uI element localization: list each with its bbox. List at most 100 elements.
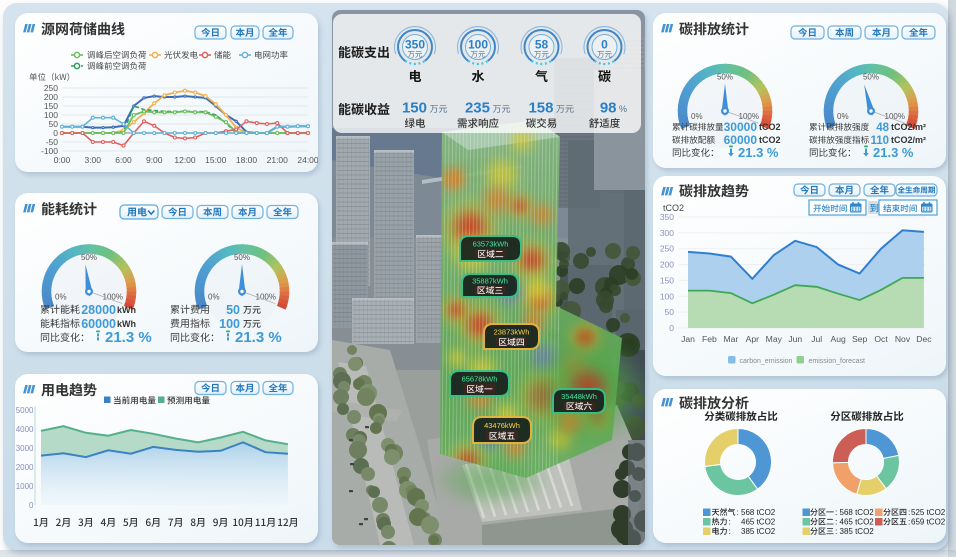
svg-text:May: May	[766, 334, 783, 344]
svg-text:23873kWh: 23873kWh	[494, 328, 530, 337]
svg-text:100%: 100%	[885, 112, 905, 121]
svg-text::: :	[908, 517, 910, 527]
svg-text:15:00: 15:00	[205, 155, 227, 165]
svg-text:235: 235	[465, 100, 490, 117]
svg-text:0: 0	[53, 128, 58, 138]
svg-text:150: 150	[44, 101, 58, 111]
svg-text:3:00: 3:00	[84, 155, 101, 165]
svg-text:Sep: Sep	[852, 334, 868, 344]
svg-text:465 tCO2: 465 tCO2	[840, 518, 875, 527]
svg-text:Jun: Jun	[788, 334, 802, 344]
svg-text:158: 158	[528, 100, 553, 117]
svg-text:Jan: Jan	[681, 334, 695, 344]
svg-text:Aug: Aug	[831, 334, 847, 344]
svg-text:Jul: Jul	[811, 334, 822, 344]
svg-text:100%: 100%	[256, 293, 276, 302]
svg-text:Apr: Apr	[746, 334, 760, 344]
svg-text::: :	[737, 507, 739, 517]
svg-text:0%: 0%	[55, 293, 67, 302]
svg-text:0%: 0%	[837, 112, 849, 121]
svg-text:110: 110	[870, 135, 889, 147]
svg-text:98: 98	[600, 100, 617, 117]
svg-text:200: 200	[44, 92, 58, 102]
svg-text:100: 100	[219, 317, 240, 331]
svg-text:12:00: 12:00	[174, 155, 196, 165]
svg-text:100%: 100%	[739, 112, 759, 121]
svg-text:emission_forecast: emission_forecast	[809, 358, 865, 365]
svg-text:%: %	[619, 104, 627, 114]
svg-text:30000: 30000	[724, 120, 758, 134]
svg-text:35448kWh: 35448kWh	[561, 392, 597, 401]
svg-text:5000: 5000	[16, 406, 34, 415]
svg-text:tCO2: tCO2	[663, 203, 684, 213]
svg-text:525 tCO2: 525 tCO2	[911, 508, 946, 517]
svg-text:43476kWh: 43476kWh	[484, 421, 520, 430]
svg-text:Dec: Dec	[916, 334, 932, 344]
svg-text:tCO2: tCO2	[759, 122, 781, 132]
svg-text:63573kWh: 63573kWh	[473, 240, 509, 249]
svg-text:100: 100	[660, 291, 674, 301]
svg-text:Oct: Oct	[874, 334, 888, 344]
svg-text:0:00: 0:00	[54, 155, 71, 165]
svg-text:Feb: Feb	[702, 334, 717, 344]
svg-text:100%: 100%	[103, 293, 123, 302]
svg-text:Nov: Nov	[895, 334, 911, 344]
svg-text:50%: 50%	[863, 73, 879, 82]
svg-text:100: 100	[44, 110, 58, 120]
svg-text:385 tCO2: 385 tCO2	[840, 527, 875, 536]
svg-text::: :	[835, 526, 837, 536]
svg-text:1000: 1000	[16, 482, 34, 491]
svg-text:100: 100	[468, 38, 488, 52]
svg-text:21.3 %: 21.3 %	[105, 329, 152, 346]
svg-text:65678kWh: 65678kWh	[462, 375, 498, 384]
svg-text::: :	[729, 526, 731, 536]
svg-text:350: 350	[660, 212, 674, 222]
svg-text:0%: 0%	[208, 293, 220, 302]
svg-text:18:00: 18:00	[236, 155, 258, 165]
svg-text:250: 250	[660, 244, 674, 254]
svg-text:28000: 28000	[81, 303, 116, 317]
svg-text:50: 50	[665, 307, 675, 317]
svg-text:350: 350	[405, 38, 425, 52]
svg-text:150: 150	[660, 275, 674, 285]
svg-text:568 tCO2: 568 tCO2	[840, 508, 875, 517]
svg-text:0: 0	[669, 323, 674, 333]
svg-text:6:00: 6:00	[115, 155, 132, 165]
svg-text:tCO2/m²: tCO2/m²	[891, 122, 926, 132]
svg-text:465 tCO2: 465 tCO2	[741, 518, 776, 527]
svg-text:58: 58	[535, 38, 549, 52]
svg-text:carbon_emission: carbon_emission	[740, 358, 793, 365]
svg-text:3000: 3000	[16, 444, 34, 453]
svg-text:0: 0	[601, 38, 608, 52]
svg-text:24:00: 24:00	[297, 155, 318, 165]
svg-text:-50: -50	[46, 137, 59, 147]
svg-text::: :	[729, 517, 731, 527]
svg-text:Mar: Mar	[723, 334, 738, 344]
svg-text:150: 150	[402, 100, 427, 117]
svg-text:0%: 0%	[691, 112, 703, 121]
svg-text:21:00: 21:00	[267, 155, 289, 165]
svg-text:50%: 50%	[234, 253, 250, 262]
svg-text:50%: 50%	[81, 253, 97, 262]
svg-text:568 tCO2: 568 tCO2	[741, 508, 776, 517]
svg-text::: :	[835, 507, 837, 517]
svg-text:50: 50	[226, 303, 240, 317]
svg-text:200: 200	[660, 260, 674, 270]
svg-text:659 tCO2: 659 tCO2	[911, 518, 946, 527]
svg-text:60000: 60000	[724, 133, 758, 147]
svg-text:-100: -100	[41, 146, 58, 156]
svg-text:300: 300	[660, 228, 674, 238]
svg-text:385 tCO2: 385 tCO2	[741, 527, 776, 536]
svg-text:50%: 50%	[717, 73, 733, 82]
svg-text:48: 48	[876, 122, 889, 134]
svg-text:tCO2/m²: tCO2/m²	[891, 135, 926, 145]
svg-text:250: 250	[44, 83, 58, 93]
svg-text:kWh: kWh	[117, 305, 136, 315]
svg-text:60000: 60000	[81, 317, 116, 331]
svg-text:9:00: 9:00	[146, 155, 163, 165]
svg-text:21.3 %: 21.3 %	[738, 145, 779, 160]
svg-text:tCO2: tCO2	[759, 135, 781, 145]
svg-text:35887kWh: 35887kWh	[472, 277, 508, 286]
svg-text:4000: 4000	[16, 425, 34, 434]
svg-text:2000: 2000	[16, 463, 34, 472]
